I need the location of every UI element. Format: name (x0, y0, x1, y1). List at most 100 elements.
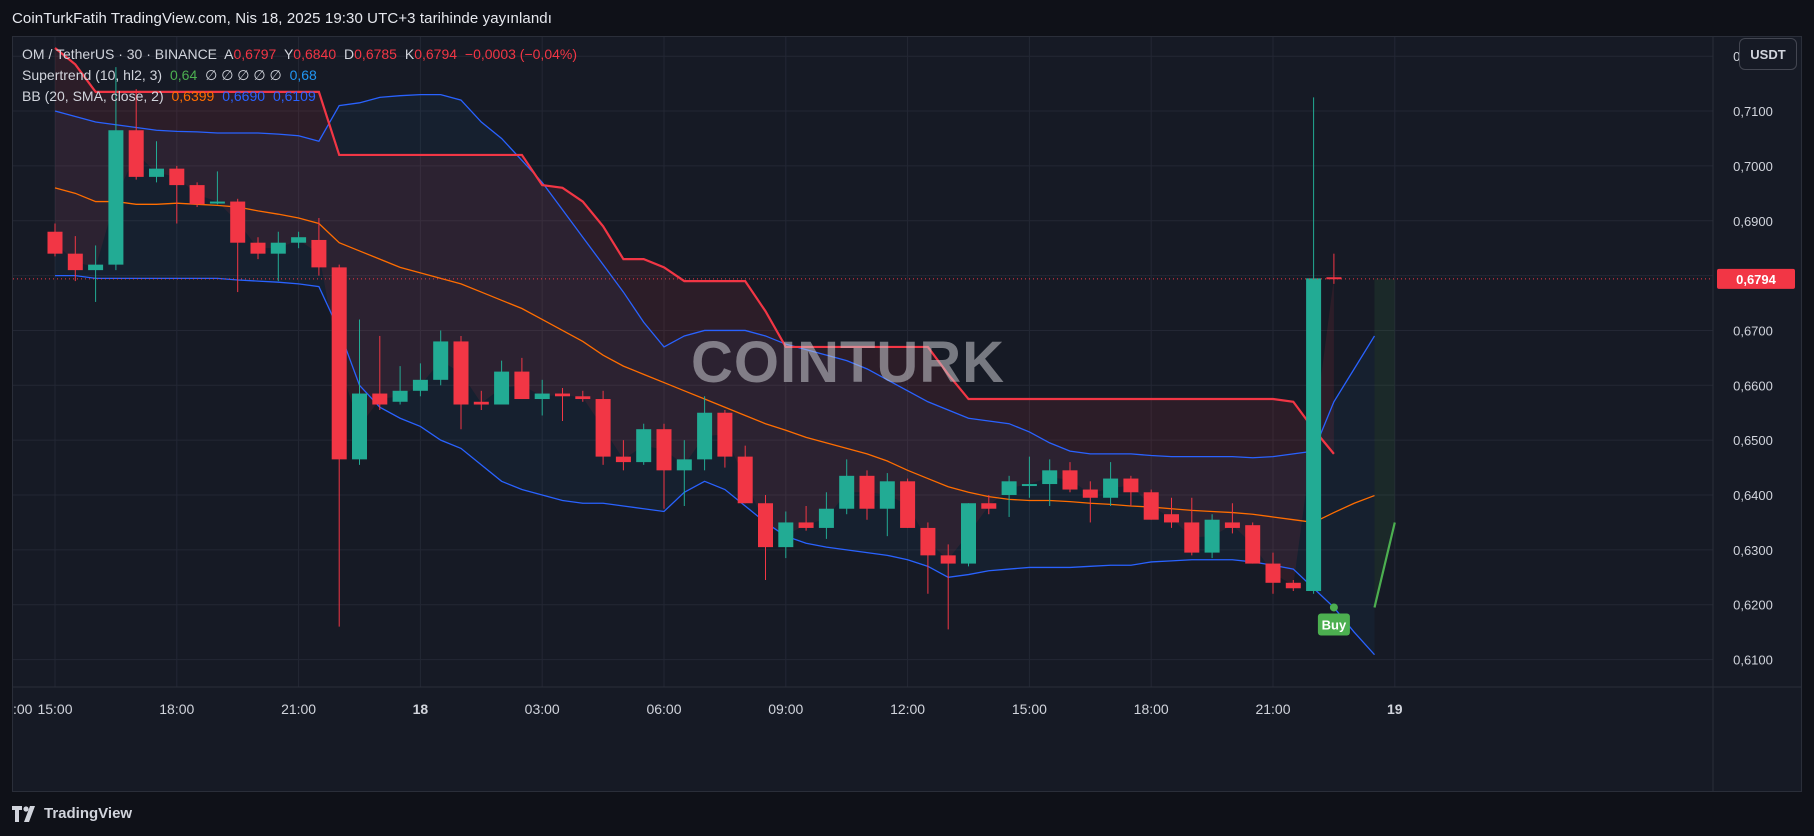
buy-signal-dot (1329, 603, 1338, 612)
supertrend-label[interactable]: Supertrend (10, hl2, 3) (22, 67, 163, 83)
candle-body[interactable] (981, 503, 997, 509)
candle-body[interactable] (331, 267, 347, 460)
candle-body[interactable] (433, 341, 449, 380)
legend-high-label: Y (283, 46, 294, 62)
candle-body[interactable] (392, 390, 408, 402)
candle-body[interactable] (1123, 478, 1139, 493)
published-line: CoinTurkFatih TradingView.com, Nis 18, 2… (12, 10, 552, 27)
candle-body[interactable] (473, 401, 489, 405)
legend: OM / TetherUS · 30 · BINANCE A0,6797 Y0,… (22, 44, 581, 107)
candle-body[interactable] (595, 399, 611, 457)
candle-body[interactable] (697, 412, 713, 460)
time-tick-label: 21:00 (1255, 701, 1290, 717)
candle-body[interactable] (514, 371, 530, 400)
candle-body[interactable] (940, 555, 956, 564)
candle-body[interactable] (676, 459, 692, 471)
supertrend-fill (55, 47, 1334, 586)
candle-body[interactable] (534, 393, 550, 400)
last-price-tag[interactable] (1717, 268, 1795, 289)
candle-body[interactable] (149, 168, 164, 177)
bb-label[interactable]: BB (20, SMA, close, 2) (22, 88, 164, 104)
candle-body[interactable] (717, 412, 733, 457)
time-tick-label: 12:00 (890, 701, 925, 717)
legend-symbol[interactable]: OM / TetherUS · 30 · BINANCE (22, 46, 218, 62)
legend-close-label: K (404, 46, 415, 62)
candle-body[interactable] (961, 503, 976, 564)
price-tick-label: 0,6900 (1733, 214, 1773, 229)
candle-body[interactable] (818, 508, 834, 528)
candle-body[interactable] (920, 527, 936, 556)
legend-close-value: 0,6794 (414, 46, 458, 62)
price-tick-label: 0,6100 (1733, 653, 1773, 668)
candle-body[interactable] (1285, 582, 1301, 589)
tradingview-logo-icon (12, 805, 35, 822)
candle-body[interactable] (798, 522, 814, 528)
candle-body[interactable] (555, 393, 570, 397)
legend-open-value: 0,6797 (233, 46, 277, 62)
candle-body[interactable] (1224, 522, 1240, 528)
time-tick-label: 18 (413, 701, 429, 717)
candle-body[interactable] (291, 237, 307, 243)
legend-change: −0,0003 (−0,04%) (464, 46, 578, 62)
candle-body[interactable] (352, 393, 367, 460)
candle-body[interactable] (1062, 470, 1078, 490)
candle-body[interactable] (1184, 522, 1200, 553)
candle-body[interactable] (1082, 489, 1098, 498)
candle-body[interactable] (108, 130, 124, 265)
price-chart[interactable]: BuyCOINTURK0,72000,71000,70000,69000,680… (13, 37, 1801, 791)
bb-upper-line (54, 93, 1376, 459)
candle-body[interactable] (311, 239, 327, 268)
supertrend-down-line (54, 47, 1335, 455)
candle-body[interactable] (636, 429, 652, 463)
candle-body[interactable] (575, 396, 591, 400)
candle-body[interactable] (758, 503, 773, 548)
candle-body[interactable] (859, 475, 875, 509)
time-tick-label: 18:00 (1134, 701, 1169, 717)
candle-body[interactable] (230, 201, 246, 243)
bb-upper-value: 0,6690 (222, 88, 266, 104)
watermark-text: COINTURK (691, 330, 1005, 395)
currency-button[interactable]: USDT (1739, 38, 1797, 70)
time-tick-label: 15:00 (37, 701, 72, 717)
candle-body[interactable] (67, 253, 83, 271)
candle-body[interactable] (879, 481, 895, 509)
candle-body[interactable] (900, 481, 916, 528)
candle-body[interactable] (209, 201, 225, 204)
candle-body[interactable] (372, 393, 388, 405)
candle-body[interactable] (494, 371, 510, 405)
candle-body[interactable] (1245, 525, 1261, 564)
candle-body[interactable] (1306, 278, 1322, 592)
candle-body[interactable] (1021, 484, 1037, 487)
candle-body[interactable] (656, 429, 672, 471)
candle-body[interactable] (169, 168, 185, 186)
bb-lower-line (55, 274, 1375, 656)
candle-body[interactable] (47, 231, 63, 254)
candle-body[interactable] (412, 379, 428, 391)
bb-lower-value: 0,6109 (272, 88, 316, 104)
candle-body[interactable] (1103, 478, 1119, 498)
time-tick-label: 19 (1387, 701, 1403, 717)
time-tick-label: 21:00 (281, 701, 316, 717)
candle-body[interactable] (737, 456, 753, 504)
candle-body[interactable] (1042, 470, 1058, 485)
candle-body[interactable] (1164, 514, 1179, 523)
candle-body[interactable] (615, 456, 631, 463)
candle-body[interactable] (270, 242, 286, 254)
buy-signal-badge[interactable] (1317, 613, 1350, 636)
candle-body[interactable] (189, 185, 205, 205)
footer-brand[interactable]: TradingView (12, 805, 132, 822)
price-tick-label: 0,7000 (1733, 159, 1773, 174)
candle-body[interactable] (1265, 563, 1281, 583)
candle-body[interactable] (250, 242, 266, 254)
candle-body[interactable] (778, 522, 794, 548)
candle-body[interactable] (1001, 481, 1017, 496)
candle-body[interactable] (1204, 519, 1220, 553)
candle-body[interactable] (453, 341, 469, 405)
candle-body[interactable] (1143, 492, 1159, 520)
candle-body[interactable] (128, 130, 144, 177)
candle-body[interactable] (88, 264, 104, 271)
candle-body[interactable] (839, 475, 855, 509)
candle-body[interactable] (1326, 277, 1342, 280)
chart-frame[interactable]: BuyCOINTURK0,72000,71000,70000,69000,680… (12, 36, 1802, 792)
price-tick-label: 0,6200 (1733, 598, 1773, 613)
